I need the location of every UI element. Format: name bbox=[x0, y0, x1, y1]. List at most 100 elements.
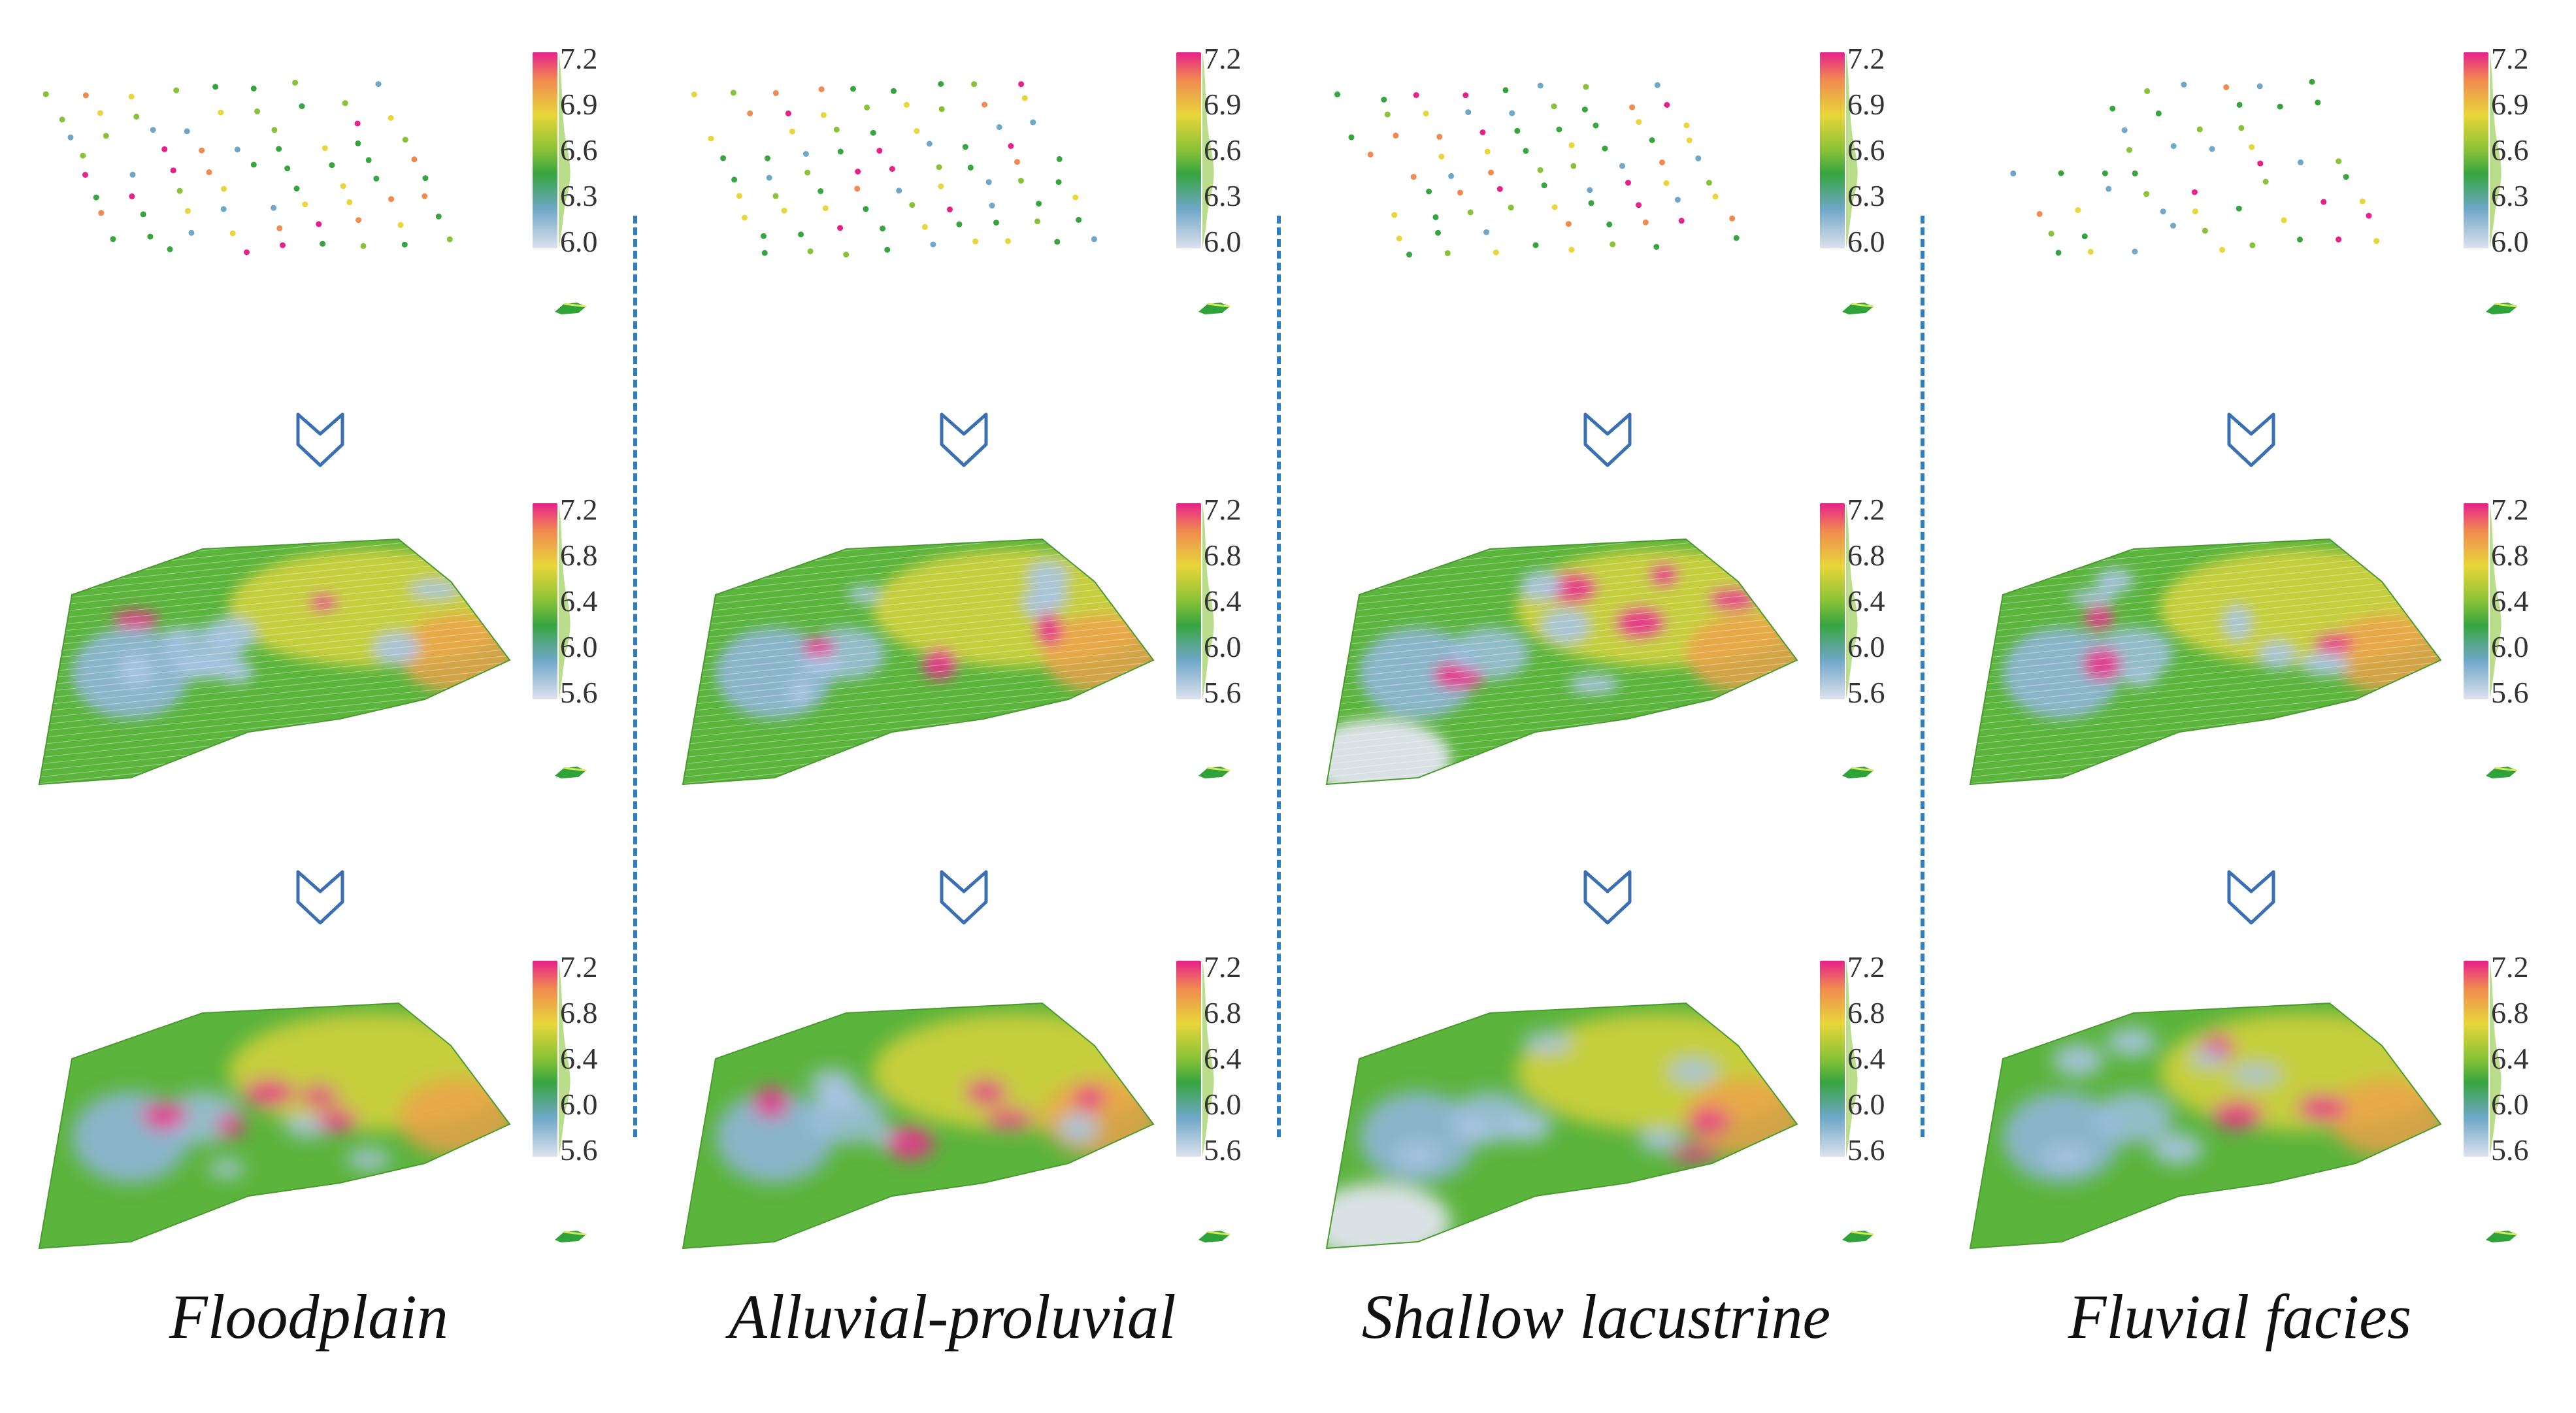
sample-point bbox=[1570, 163, 1577, 169]
colorbar-gradient bbox=[1176, 503, 1201, 699]
colorbar: 7.2 6.8 6.4 6.0 5.6 bbox=[1176, 495, 1281, 712]
colorbar-histogram bbox=[2490, 503, 2502, 699]
sample-point bbox=[446, 236, 453, 242]
sample-point bbox=[1508, 205, 1514, 211]
sample-point bbox=[2160, 208, 2166, 215]
sample-point bbox=[1659, 159, 1665, 165]
sample-point bbox=[2191, 189, 2198, 195]
sample-point bbox=[1091, 236, 1097, 242]
colorbar-tick-label: 6.9 bbox=[2491, 88, 2529, 121]
colorbar-tick-label: 6.6 bbox=[2491, 133, 2529, 167]
sample-point bbox=[1426, 188, 1432, 195]
colorbar-gradient bbox=[2464, 503, 2488, 699]
sample-point bbox=[229, 230, 236, 237]
sample-point bbox=[1406, 252, 1412, 258]
colorbar-tick-label: 6.8 bbox=[1847, 996, 1885, 1029]
colorbar-tick-label: 5.6 bbox=[560, 676, 598, 709]
chevron-down-icon bbox=[940, 412, 988, 467]
sample-point bbox=[1008, 142, 1014, 149]
sample-point bbox=[850, 86, 856, 92]
sample-point bbox=[1568, 142, 1575, 148]
chevron-down-icon bbox=[2227, 870, 2275, 925]
sample-point bbox=[2102, 170, 2108, 176]
sample-point bbox=[972, 238, 979, 244]
sample-point bbox=[1496, 186, 1503, 192]
sample-point bbox=[736, 193, 742, 199]
sample-point bbox=[2055, 250, 2062, 256]
sample-point bbox=[373, 175, 380, 182]
sample-point bbox=[2170, 222, 2176, 229]
sample-point bbox=[1551, 204, 1558, 210]
colorbar: 7.2 6.8 6.4 6.0 5.6 bbox=[533, 495, 637, 712]
sample-point bbox=[2277, 103, 2283, 110]
surface-panel bbox=[676, 503, 1173, 791]
sample-point bbox=[2143, 191, 2150, 197]
sample-point bbox=[820, 112, 827, 118]
sample-point bbox=[837, 148, 844, 155]
surface-panel bbox=[33, 503, 529, 791]
sample-point bbox=[2121, 127, 2128, 133]
colorbar-tick-label: 6.8 bbox=[1847, 539, 1885, 572]
sample-point bbox=[276, 146, 282, 152]
sample-point bbox=[1695, 155, 1702, 161]
sample-point bbox=[818, 86, 825, 93]
sample-point bbox=[2126, 147, 2132, 153]
sample-point bbox=[316, 221, 322, 227]
facies-label: Shallow lacustrine bbox=[1361, 1282, 1831, 1352]
sample-point bbox=[730, 90, 736, 96]
colorbar-histogram bbox=[1846, 961, 1858, 1157]
colorbar: 7.2 6.8 6.4 6.0 5.6 bbox=[2464, 952, 2568, 1170]
sample-point bbox=[1413, 92, 1419, 98]
sample-point bbox=[150, 127, 156, 133]
sample-point bbox=[375, 81, 382, 88]
sample-point bbox=[176, 188, 183, 194]
interpolated-mesh-surface bbox=[1969, 538, 2442, 786]
sample-point bbox=[989, 203, 995, 208]
sample-point bbox=[388, 196, 395, 203]
colorbar-tick-label: 6.6 bbox=[1847, 133, 1885, 167]
sample-point bbox=[67, 134, 74, 141]
sample-point bbox=[93, 194, 99, 201]
sample-point bbox=[1602, 145, 1608, 152]
sample-points-plot bbox=[2010, 78, 2380, 256]
colorbar-tick-label: 7.2 bbox=[2491, 493, 2529, 526]
sample-point bbox=[206, 169, 212, 175]
sample-point bbox=[435, 213, 442, 220]
sample-point bbox=[1055, 179, 1062, 186]
colorbar-gradient bbox=[1820, 52, 1845, 248]
colorbar-tick-label: 7.2 bbox=[2491, 950, 2529, 984]
facies-column: 7.2 6.9 6.6 6.3 6.0 7.2 6.8 6.4 6.0 5.6 7.2 6.8 6.4 6… bbox=[1287, 0, 1931, 1413]
sample-point bbox=[218, 109, 224, 116]
colorbar-tick-label: 6.3 bbox=[1847, 179, 1885, 212]
sample-point bbox=[2202, 227, 2208, 234]
sample-point bbox=[129, 171, 136, 178]
chevron-down-icon bbox=[296, 870, 344, 925]
surface-panel bbox=[1964, 503, 2460, 791]
sample-point bbox=[2075, 207, 2081, 213]
sample-point bbox=[1509, 110, 1515, 116]
colorbar-gradient bbox=[1176, 961, 1201, 1157]
colorbar-tick-label: 6.9 bbox=[1204, 88, 1242, 121]
sample-point bbox=[1034, 218, 1040, 225]
colorbar-gradient bbox=[2464, 961, 2488, 1157]
sample-point bbox=[967, 164, 974, 171]
sample-point bbox=[1551, 103, 1557, 110]
sample-points-plot bbox=[1334, 82, 1740, 258]
sample-point bbox=[199, 147, 205, 154]
sample-point bbox=[103, 133, 109, 139]
sample-point bbox=[1674, 197, 1681, 203]
sample-point bbox=[766, 175, 772, 181]
sample-point bbox=[930, 241, 936, 248]
sample-point bbox=[2181, 81, 2187, 88]
orientation-axes-icon bbox=[1842, 303, 1874, 314]
sample-points-plot bbox=[691, 81, 1097, 258]
sample-point bbox=[42, 91, 49, 97]
colorbar-gradient bbox=[533, 961, 557, 1157]
sample-point bbox=[761, 250, 768, 256]
sample-point bbox=[147, 233, 154, 240]
facies-label: Alluvial-proluvial bbox=[729, 1282, 1176, 1352]
colorbar-tick-label: 7.2 bbox=[560, 493, 598, 526]
surface-panel bbox=[676, 967, 1173, 1255]
interpolated-mesh-surface bbox=[38, 538, 511, 786]
